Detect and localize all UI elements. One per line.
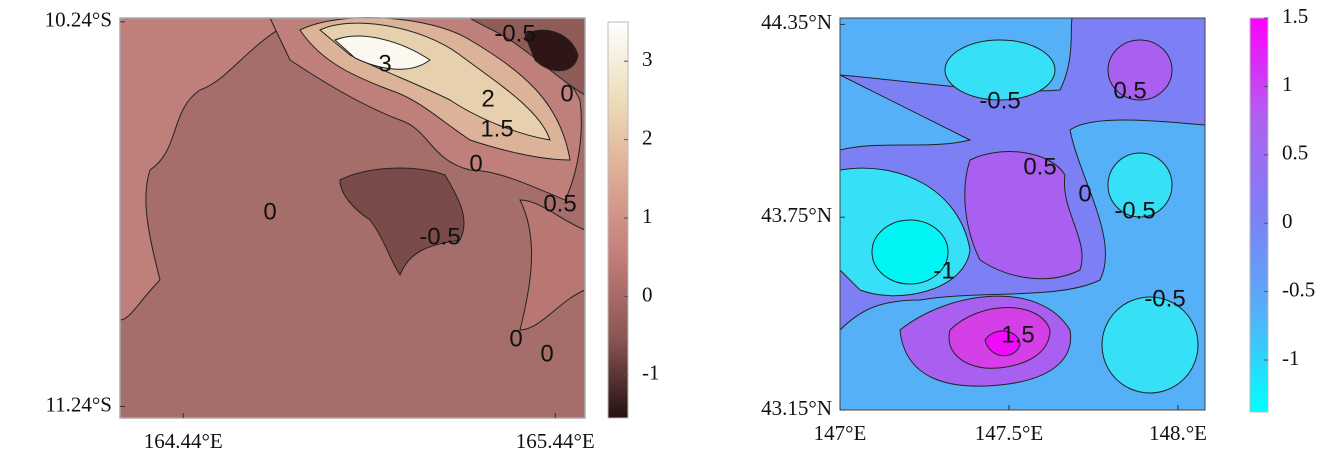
x-tick-label: 147°E — [814, 421, 867, 445]
contour-label: -0.5 — [419, 223, 460, 250]
colorbar-tick-label: 3 — [642, 47, 653, 71]
contour-label: 0.5 — [1023, 153, 1056, 180]
colorbar-tick-label: 1.5 — [1282, 4, 1308, 28]
x-tick-label: 165.44°E — [516, 429, 595, 453]
right-contour-fills — [839, 17, 1206, 411]
contour-label: -1 — [933, 257, 954, 284]
x-tick-label: 148.°E — [1149, 421, 1207, 445]
colorbar-tick-label: 2 — [642, 125, 653, 149]
colorbar-tick-label: -0.5 — [1282, 277, 1315, 301]
y-tick-label: 44.35°N — [761, 10, 832, 34]
y-tick-label: 11.24°S — [45, 392, 112, 416]
left-contour-fills — [119, 17, 586, 419]
y-tick-label: 43.15°N — [761, 396, 832, 420]
contour-label: 0 — [263, 198, 276, 225]
x-tick-label: 164.44°E — [144, 429, 223, 453]
contour-label: -0.5 — [1114, 197, 1155, 224]
contour-label: 3 — [378, 50, 391, 77]
colorbar-tick-label: 0 — [642, 282, 653, 306]
contour-label: -0.5 — [494, 20, 535, 47]
contour-label: 1.5 — [480, 115, 513, 142]
contour-label: 0.5 — [543, 190, 576, 217]
colorbar — [607, 21, 629, 419]
contour-label: 0 — [469, 150, 482, 177]
colorbar-tick-label: 0 — [1282, 209, 1293, 233]
y-tick-label: 10.24°S — [45, 8, 112, 32]
contour-label: 0.5 — [1113, 77, 1146, 104]
contour-label: 0 — [509, 325, 522, 352]
colorbar-tick-label: -1 — [1282, 346, 1300, 370]
colorbar — [1249, 17, 1269, 413]
contour-label: 2 — [481, 85, 494, 112]
contour-label: 0 — [1078, 180, 1091, 207]
colorbar-tick-label: -1 — [642, 361, 660, 385]
colorbar-tick-label: 1 — [642, 204, 653, 228]
y-tick-label: 43.75°N — [761, 203, 832, 227]
colorbar-tick-label: 0.5 — [1282, 141, 1308, 165]
contour-label: -0.5 — [1144, 285, 1185, 312]
contour-label: 1.5 — [1001, 321, 1034, 348]
contour-label: 0 — [540, 340, 553, 367]
contour-label: -0.5 — [979, 87, 1020, 114]
x-tick-label: 147.5°E — [975, 421, 1043, 445]
colorbar-tick-label: 1 — [1282, 72, 1293, 96]
contour-label: 0 — [560, 80, 573, 107]
